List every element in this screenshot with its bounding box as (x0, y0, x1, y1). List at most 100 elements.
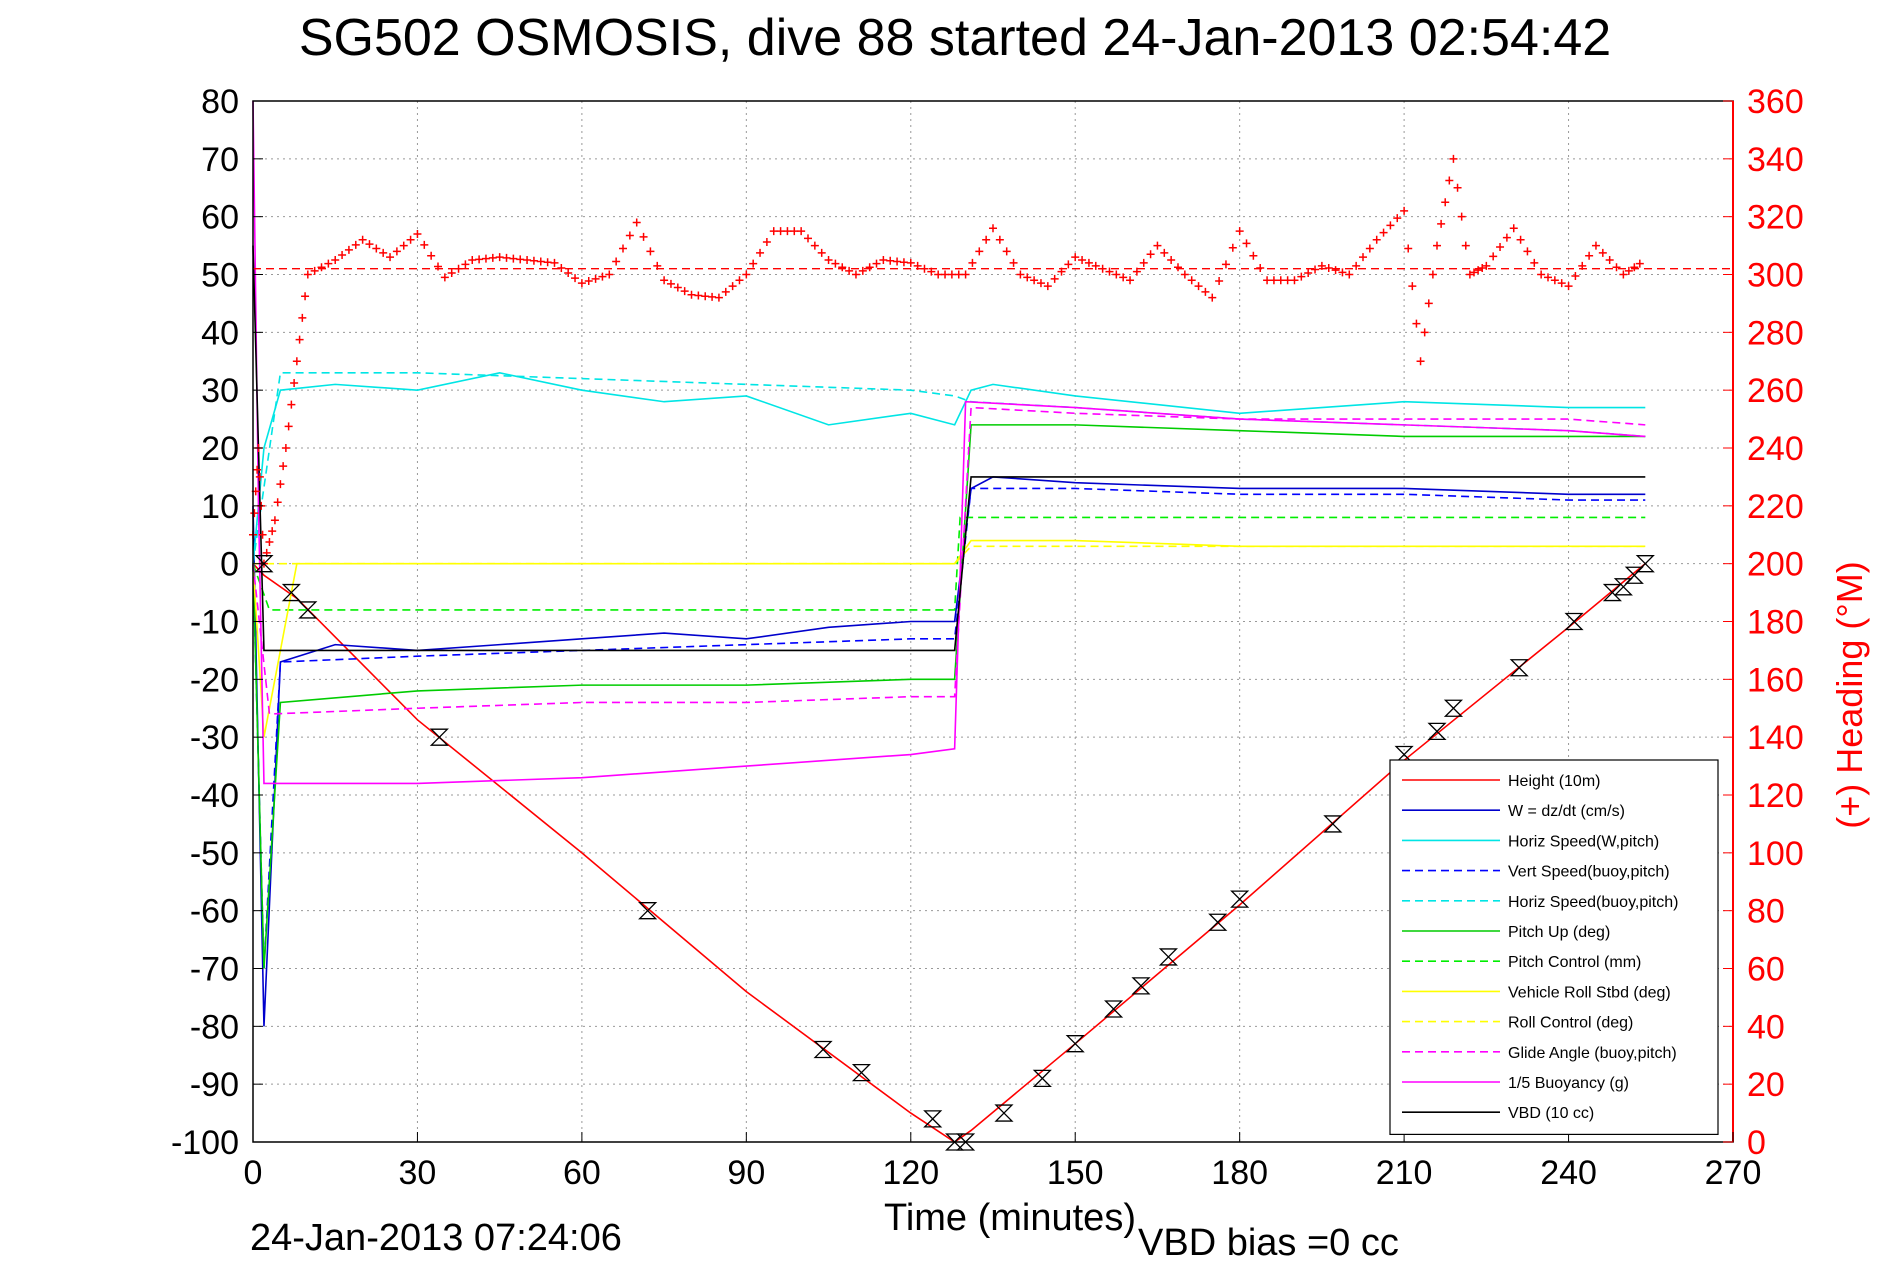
heading-point (1352, 261, 1361, 270)
profile-marker (1065, 1035, 1085, 1053)
y2-axis-label: (+) Heading (°M) (1829, 561, 1870, 828)
heading-point (975, 247, 984, 256)
heading-point (379, 248, 388, 257)
heading-point (1630, 263, 1639, 272)
heading-point (714, 293, 723, 302)
heading-point (1605, 256, 1614, 265)
heading-point (1132, 267, 1141, 276)
heading-point (1036, 279, 1045, 288)
heading-point (301, 292, 310, 301)
x-tick-label: 270 (1705, 1154, 1762, 1192)
y-tick-label: 20 (201, 430, 239, 468)
heading-point (927, 267, 936, 276)
heading-point (372, 244, 381, 253)
heading-point (1235, 227, 1244, 236)
heading-point (879, 256, 888, 265)
heading-point (481, 254, 490, 263)
heading-point (1256, 263, 1265, 272)
heading-point (290, 378, 299, 387)
heading-point (461, 260, 470, 269)
heading-point (386, 253, 395, 262)
heading-point (1057, 267, 1066, 276)
heading-point (399, 241, 408, 250)
heading-point (810, 241, 819, 250)
heading-point (797, 227, 806, 236)
legend-box (1389, 759, 1719, 1135)
heading-point (1400, 206, 1409, 215)
heading-point (279, 462, 288, 471)
heading-point (872, 259, 881, 268)
series-line (253, 545, 1646, 565)
footer-timestamp: 24-Jan-2013 07:24:06 (250, 1217, 622, 1259)
heading-point (694, 291, 703, 300)
heading-point (1174, 263, 1182, 272)
heading-point (292, 357, 301, 366)
heading-point (865, 263, 874, 272)
y2-tick-label: 340 (1747, 141, 1804, 179)
heading-point (920, 264, 929, 273)
y2-tick-label: 200 (1747, 546, 1804, 584)
heading-point (756, 248, 765, 257)
heading-point (851, 270, 860, 279)
heading-point (250, 509, 259, 518)
heading-point (1393, 214, 1402, 223)
heading-point (1420, 328, 1429, 337)
legend-entry-label: Vert Speed(buoy,pitch) (1508, 864, 1670, 881)
y2-tick-label: 40 (1747, 1008, 1785, 1046)
heading-point (440, 273, 449, 282)
heading-point (1502, 233, 1511, 242)
heading-point (1470, 268, 1478, 277)
profile-marker (813, 1040, 833, 1059)
heading-point (1365, 244, 1374, 253)
heading-point (1445, 176, 1454, 185)
heading-point (749, 259, 758, 268)
heading-point (1550, 276, 1559, 285)
heading-point (1263, 276, 1272, 285)
heading-point (804, 234, 812, 243)
heading-point (1112, 270, 1121, 279)
legend-entry-label: Horiz Speed(buoy,pitch) (1508, 894, 1678, 911)
y-tick-label: -90 (190, 1066, 239, 1104)
heading-point (276, 480, 285, 489)
y2-tick-label: 140 (1747, 719, 1804, 757)
heading-point (968, 258, 977, 267)
series-line (252, 406, 1646, 715)
series-line (252, 424, 1646, 969)
heading-point (571, 274, 580, 283)
heading-point (1194, 282, 1203, 291)
y-axis-ticks: 80 70 60 50 40 30 20 10 0 -10 -20 -30 -40 -50 -60 -70 -8… (171, 83, 263, 1162)
heading-point (687, 290, 696, 299)
y-tick-label: -60 (190, 893, 239, 931)
y-tick-label: 10 (201, 488, 239, 526)
profile-marker (1323, 815, 1343, 833)
heading-point (1465, 270, 1474, 279)
y2-tick-label: 80 (1747, 893, 1785, 931)
heading-point (708, 292, 717, 301)
x-tick-label: 210 (1376, 1154, 1433, 1192)
heading-point (1453, 183, 1462, 192)
y-tick-label: 50 (201, 257, 239, 295)
x-tick-label: 240 (1540, 1154, 1597, 1192)
x-tick-label: 90 (727, 1154, 765, 1192)
heading-point (1412, 319, 1421, 328)
heading-point (1372, 235, 1381, 244)
heading-point (1091, 261, 1100, 270)
heading-point (639, 232, 648, 241)
heading-point (475, 255, 484, 264)
profile-marker (923, 1110, 943, 1128)
heading-point (742, 270, 751, 279)
heading-point (1146, 250, 1155, 259)
heading-point (258, 530, 267, 539)
chart-title: SG502 OSMOSIS, dive 88 started 24-Jan-20… (299, 9, 1611, 67)
heading-point (947, 270, 956, 279)
heading-point (1578, 261, 1587, 270)
heading-point (1297, 272, 1306, 281)
heading-point (1180, 270, 1189, 279)
y2-tick-label: 240 (1747, 430, 1804, 468)
heading-point (845, 266, 854, 275)
heading-point (447, 269, 456, 278)
heading-point (1276, 276, 1285, 285)
heading-point (273, 498, 282, 507)
heading-point (1160, 248, 1169, 257)
